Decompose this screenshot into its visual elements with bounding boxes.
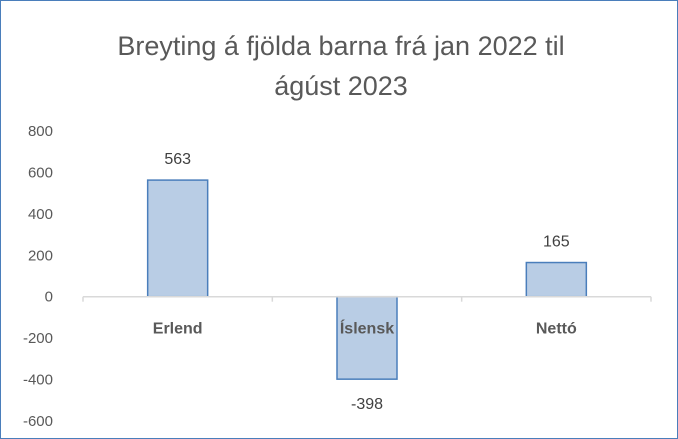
chart-title-line-1: Breyting á fjölda barna frá jan 2022 til bbox=[117, 31, 565, 61]
data-label: -398 bbox=[351, 396, 383, 413]
bar-erlend bbox=[146, 179, 209, 298]
y-tick-label: 0 bbox=[45, 289, 53, 306]
chart-title-line-2: ágúst 2023 bbox=[274, 71, 408, 101]
bar-nettó bbox=[525, 261, 588, 298]
y-tick-label: -600 bbox=[23, 413, 53, 430]
data-label: 563 bbox=[164, 151, 191, 168]
y-tick-label: 600 bbox=[28, 164, 53, 181]
category-label: Erlend bbox=[153, 321, 203, 338]
bar-íslensk bbox=[336, 295, 398, 380]
category-label: Nettó bbox=[536, 321, 577, 338]
category-label: Íslensk bbox=[340, 319, 394, 338]
y-tick-label: 400 bbox=[28, 206, 53, 223]
y-tick-label: 800 bbox=[28, 123, 53, 140]
y-tick-label: 200 bbox=[28, 247, 53, 264]
y-tick-label: -200 bbox=[23, 330, 53, 347]
data-label: 165 bbox=[543, 234, 570, 251]
y-tick-label: -400 bbox=[23, 372, 53, 389]
